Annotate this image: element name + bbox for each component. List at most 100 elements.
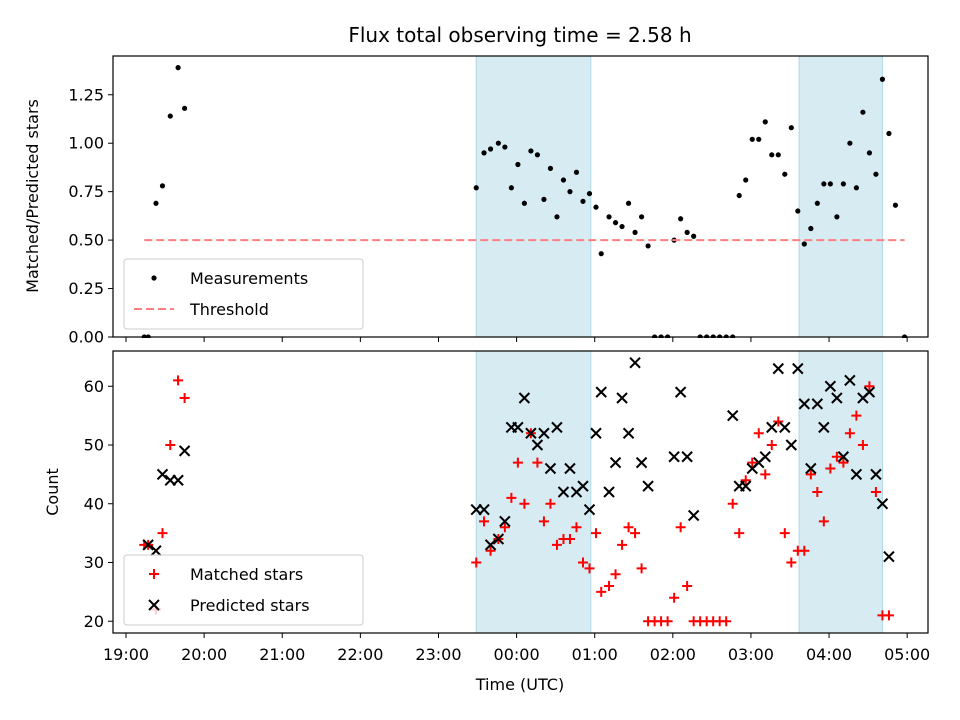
- matched-star-point-37: [669, 592, 680, 603]
- predicted-star-point-10: [499, 515, 511, 528]
- predicted-star-point-29: [622, 427, 635, 439]
- legend-matched-handle: [149, 569, 159, 579]
- matched-star-point-5: [173, 375, 184, 386]
- measurement-point-48: [743, 177, 749, 183]
- predicted-star-point-23: [583, 503, 596, 516]
- matched-star-point-9: [485, 545, 496, 556]
- measurement-point-20: [560, 177, 567, 183]
- predicted-star-point-16: [538, 427, 550, 439]
- measurement-point-67: [866, 150, 873, 156]
- matched-star-point-17: [538, 516, 549, 527]
- matched-star-point-4: [165, 440, 176, 450]
- predicted-star-point-53: [831, 392, 843, 404]
- legend: Matched stars Predicted stars: [123, 554, 364, 626]
- predicted-star-point-22: [577, 480, 589, 492]
- matched-star-point-49: [747, 457, 758, 468]
- predicted-star-point-31: [635, 456, 648, 469]
- matched-star-point-61: [825, 463, 836, 474]
- matched-star-point-13: [512, 457, 523, 468]
- predicted-star-point-35: [681, 451, 693, 463]
- bottom-panel-counts: 20 30 40 50 60 19:00 20:00 21:00 22:00 23:00 00:00…: [84, 350, 930, 664]
- legend: Measurements Threshold: [123, 258, 364, 330]
- measurement-point-7: [473, 185, 479, 191]
- measurement-point-13: [515, 161, 521, 168]
- predicted-star-point-54: [837, 451, 850, 463]
- predicted-star-point-61: [883, 550, 895, 563]
- predicted-star-point-20: [564, 462, 576, 475]
- matched-star-point-39: [682, 581, 693, 591]
- predicted-star-point-48: [798, 398, 811, 410]
- measurement-point-66: [860, 109, 866, 115]
- top-panel-ratio: 0.00 0.25 0.50 0.75 1.00 1.25 Measurements Thre…: [68, 55, 929, 347]
- x-tick-label-3: 22:00: [337, 645, 383, 664]
- matched-star-point-6: [179, 393, 190, 403]
- matched-star-point-46: [727, 498, 738, 509]
- predicted-star-point-28: [616, 392, 628, 404]
- measurement-point-31: [632, 229, 638, 235]
- plot-area: [139, 357, 895, 627]
- matched-star-point-55: [786, 557, 797, 568]
- predicted-star-point-39: [740, 480, 752, 492]
- measurement-point-18: [547, 165, 554, 171]
- measurement-point-60: [821, 181, 827, 187]
- x-tick-label-10: 05:00: [884, 645, 930, 664]
- bottom-y-axis-label: Count: [43, 468, 62, 516]
- matched-star-point-67: [864, 381, 875, 392]
- legend-label-0: Matched stars: [190, 565, 303, 584]
- measurement-point-10: [495, 140, 501, 146]
- measurement-point-58: [808, 225, 814, 232]
- measurement-point-26: [598, 251, 604, 257]
- shaded-interval-0: [475, 350, 592, 634]
- matched-star-point-12: [506, 492, 517, 503]
- matched-star-point-54: [779, 528, 790, 539]
- y-tick-label-3: 0.75: [68, 182, 104, 201]
- y-tick-label-0: 0.00: [68, 328, 104, 347]
- matched-star-point-26: [596, 586, 607, 597]
- x-tick-label-9: 04:00: [806, 645, 852, 664]
- measurement-point-51: [762, 119, 768, 125]
- legend-box: [123, 258, 364, 330]
- measurement-point-27: [606, 214, 612, 220]
- matched-star-point-65: [851, 410, 862, 421]
- y-tick-label-1: 0.25: [68, 279, 104, 298]
- x-tick-label-0: 19:00: [103, 645, 149, 664]
- matched-star-point-7: [471, 557, 482, 568]
- matched-star-point-22: [571, 522, 582, 533]
- measurement-point-9: [487, 146, 494, 152]
- predicted-star-point-17: [544, 462, 557, 475]
- measurement-point-25: [593, 204, 599, 210]
- predicted-star-point-19: [557, 486, 570, 498]
- matched-star-point-57: [799, 545, 810, 556]
- matched-star-point-59: [812, 487, 823, 497]
- matched-star-point-47: [734, 528, 745, 539]
- y-tick-label-1: 30: [84, 553, 104, 572]
- measurement-point-4: [167, 113, 173, 119]
- matched-star-point-51: [760, 469, 771, 480]
- matched-star-point-29: [617, 539, 628, 550]
- predicted-star-point-12: [512, 421, 524, 434]
- axes-frame: [112, 55, 929, 338]
- measurement-point-38: [678, 216, 684, 222]
- top-y-axis-label: Matched/Predicted stars: [23, 99, 42, 293]
- matched-star-point-32: [636, 563, 647, 574]
- x-tick-label-5: 00:00: [494, 645, 540, 664]
- measurement-point-64: [847, 140, 853, 146]
- predicted-star-point-1: [150, 545, 162, 557]
- matched-star-point-58: [805, 469, 816, 480]
- predicted-star-point-13: [518, 392, 531, 404]
- measurement-point-39: [684, 229, 690, 235]
- series-1: [142, 357, 895, 563]
- shaded-interval-0: [475, 55, 592, 338]
- measurement-point-52: [769, 152, 775, 158]
- matched-star-point-3: [157, 528, 168, 539]
- measurement-point-11: [502, 144, 508, 150]
- matched-star-point-19: [551, 539, 562, 550]
- matched-star-point-48: [740, 475, 751, 486]
- y-tick-label-3: 50: [84, 436, 104, 455]
- matched-star-point-45: [721, 616, 732, 627]
- measurement-point-56: [795, 208, 801, 214]
- x-tick-label-1: 20:00: [181, 645, 227, 664]
- legend-label-1: Predicted stars: [190, 596, 310, 615]
- predicted-star-point-50: [811, 398, 824, 410]
